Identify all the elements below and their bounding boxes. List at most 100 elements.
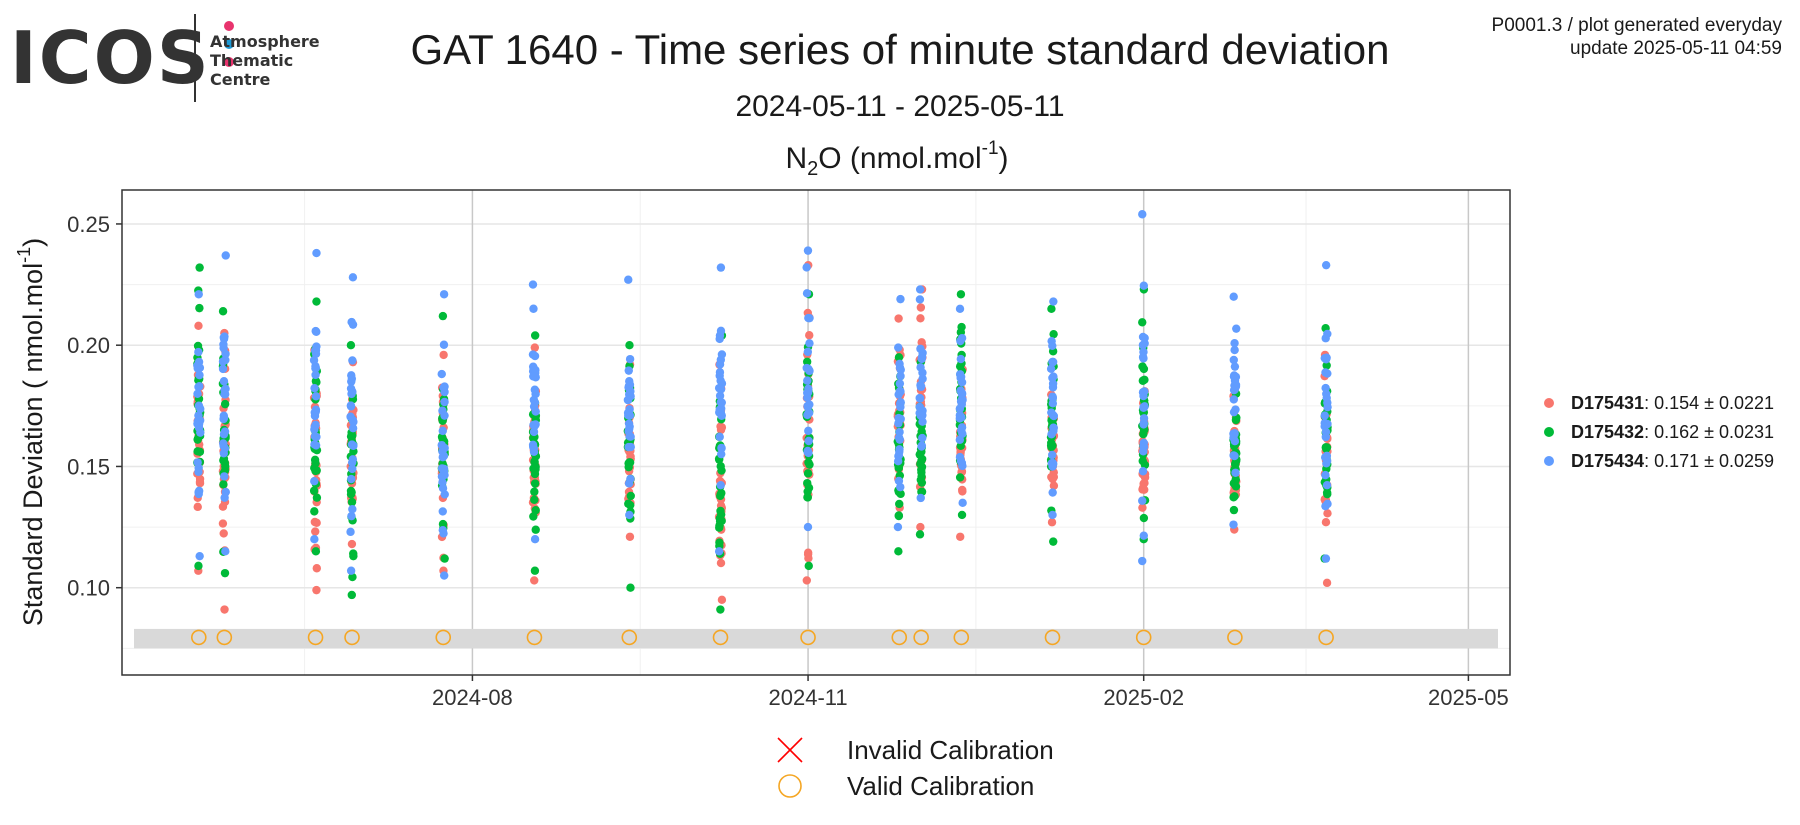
data-point <box>347 511 356 521</box>
data-point <box>440 397 449 407</box>
data-point <box>438 507 447 516</box>
data-point <box>803 376 812 385</box>
data-point <box>1231 460 1240 469</box>
data-point <box>624 411 633 420</box>
data-point <box>1048 488 1057 497</box>
valid-calibration-marker <box>913 629 929 646</box>
data-point <box>312 564 321 573</box>
data-point <box>625 376 634 386</box>
data-point <box>716 480 725 490</box>
valid-calibration-marker <box>435 629 452 646</box>
data-point <box>916 382 926 391</box>
data-point <box>529 304 538 313</box>
data-point <box>349 417 358 427</box>
data-point <box>1138 496 1147 505</box>
data-point <box>1139 513 1149 523</box>
data-point <box>715 391 725 400</box>
data-point <box>221 251 230 260</box>
data-point <box>956 290 966 299</box>
data-point <box>530 351 540 361</box>
data-point <box>440 490 449 499</box>
meta-version: P0001.3 / plot generated everyday <box>1491 15 1782 36</box>
data-point <box>1139 281 1149 290</box>
data-point <box>194 489 203 499</box>
data-point <box>1230 451 1239 461</box>
data-point <box>1321 355 1331 364</box>
data-point <box>716 263 726 272</box>
data-point <box>804 426 813 436</box>
data-point <box>804 436 813 446</box>
data-point <box>221 355 230 365</box>
data-point <box>915 530 925 539</box>
valid-calibration-marker <box>891 629 908 646</box>
calibration-legend-label: Valid Calibration <box>847 771 1034 801</box>
legend-entry: D175431: 0.154 ± 0.0221 <box>1571 393 1774 413</box>
data-point <box>717 595 727 605</box>
data-point <box>1047 442 1056 452</box>
data-point <box>717 444 726 453</box>
data-point <box>916 493 925 503</box>
valid-calibration-marker <box>621 629 638 646</box>
data-point <box>1047 430 1056 439</box>
data-point <box>349 441 358 451</box>
data-point <box>310 383 319 393</box>
data-point <box>958 485 967 495</box>
data-point <box>347 497 357 507</box>
data-point <box>1049 297 1058 306</box>
data-point <box>894 314 903 323</box>
data-point <box>437 369 446 379</box>
meta-update: update 2025-05-11 04:59 <box>1570 38 1782 59</box>
data-point <box>310 507 319 516</box>
logo-dot <box>224 39 234 49</box>
data-point <box>530 479 540 488</box>
data-point <box>1323 329 1332 339</box>
data-point <box>1049 472 1059 482</box>
data-point <box>310 455 320 465</box>
data-point <box>1049 329 1058 339</box>
data-point <box>529 447 539 457</box>
data-point <box>956 532 965 541</box>
data-point <box>1321 501 1330 511</box>
data-point <box>312 297 321 306</box>
date-range: 2024-05-11 - 2025-05-11 <box>735 90 1065 123</box>
data-point <box>1321 383 1330 393</box>
data-point <box>531 462 540 472</box>
data-point <box>625 532 635 541</box>
data-point <box>220 390 230 399</box>
data-point <box>438 525 447 535</box>
data-point <box>625 510 634 520</box>
data-point <box>195 447 205 456</box>
logo-text: ICOS <box>10 16 211 100</box>
data-point <box>348 356 357 365</box>
data-point <box>803 522 813 532</box>
data-point <box>194 362 203 372</box>
data-point <box>309 356 319 365</box>
data-point <box>195 370 204 380</box>
valid-calibration-marker <box>1318 629 1334 646</box>
data-point <box>716 398 726 407</box>
data-point <box>438 434 447 443</box>
data-point <box>895 399 905 408</box>
data-point <box>895 359 904 369</box>
data-point <box>716 462 725 471</box>
data-point <box>1138 340 1148 350</box>
logo-sub-line: Atmosphere <box>210 32 320 51</box>
data-point <box>1138 362 1147 371</box>
x-tick-label: 2024-08 <box>432 685 513 710</box>
chart-title: N2O (nmol.mol-1) <box>785 138 1008 180</box>
data-point <box>1229 292 1238 301</box>
data-point <box>529 427 539 437</box>
data-point <box>311 392 321 401</box>
valid-calibration-marker <box>800 629 816 646</box>
data-point <box>804 561 813 571</box>
data-point <box>958 429 967 438</box>
data-point <box>956 397 966 406</box>
data-point <box>529 420 538 430</box>
data-point <box>715 360 725 369</box>
data-point <box>957 510 967 520</box>
data-point <box>311 326 320 336</box>
data-point <box>803 469 813 478</box>
data-point <box>347 474 356 484</box>
data-point <box>531 407 540 416</box>
data-point <box>917 441 927 450</box>
